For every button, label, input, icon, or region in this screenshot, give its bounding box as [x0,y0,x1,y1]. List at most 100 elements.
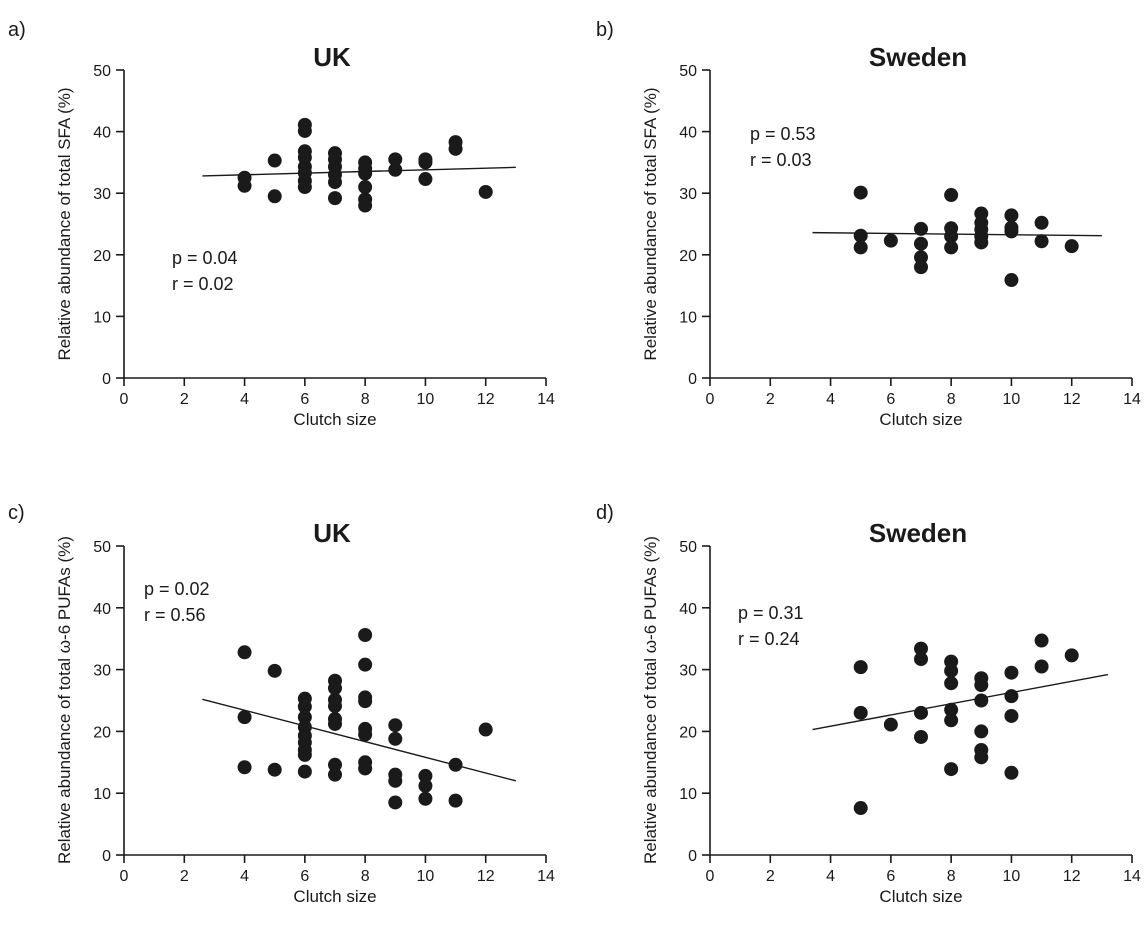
data-point [448,141,463,156]
data-point [237,178,252,193]
data-point [974,693,989,708]
y-tick-label: 20 [93,724,111,741]
data-point [388,795,403,810]
x-tick-label: 4 [826,868,835,885]
data-point [418,155,433,170]
panel-letter: b) [596,19,614,41]
data-point [478,722,493,737]
data-point [914,260,928,275]
x-tick-label: 4 [240,868,249,885]
data-point [328,757,342,772]
data-point [267,189,282,204]
x-tick-label: 12 [1063,868,1081,885]
data-point [358,198,373,213]
data-point [1004,224,1019,239]
data-point [237,645,252,660]
r-value-annotation: r = 0.02 [172,274,234,294]
p-value-annotation: p = 0.53 [750,124,816,144]
y-axis-label: Relative abundance of total ω-6 PUFAs (%… [641,536,660,864]
y-axis-label: Relative abundance of total SFA (%) [55,87,74,360]
data-point [418,768,433,783]
data-point [853,705,868,720]
data-point [853,240,868,255]
data-point [1034,659,1049,674]
data-point [1064,648,1079,663]
x-tick-label: 10 [1003,391,1021,408]
data-point [297,123,312,138]
panel-c: c) UK 0 10 20 30 40 50 0 2 4 6 8 10 12 14 Clutch size Rel… [8,502,555,906]
data-point [358,166,373,181]
data-point [944,676,959,691]
x-tick-label: 14 [1123,868,1141,885]
x-tick-label: 0 [120,391,129,408]
x-axis-label: Clutch size [879,887,962,906]
x-tick-label: 6 [886,868,895,885]
data-point [358,727,373,742]
data-point [1034,633,1049,648]
regression-line [202,698,517,782]
y-axis-label: Relative abundance of total ω-6 PUFAs (%… [55,536,74,864]
y-tick-label: 20 [93,248,111,265]
data-point [328,767,342,782]
x-tick-label: 10 [1003,868,1021,885]
data-point [358,694,373,709]
x-tick-label: 0 [706,391,715,408]
x-tick-label: 12 [477,391,495,408]
panel-title: UK [313,518,351,548]
data-point [1034,215,1049,230]
data-point [388,162,403,177]
data-point [914,250,928,265]
x-tick-label: 14 [537,868,555,885]
y-tick-label: 30 [93,663,111,680]
data-point [944,229,959,244]
y-tick-label: 50 [679,63,697,80]
data-point [944,663,959,678]
data-point [974,235,989,250]
y-tick-label: 10 [93,309,111,326]
y-tick-label: 40 [679,125,697,142]
data-point [914,641,928,656]
data-point [328,681,342,696]
data-point [297,699,312,714]
x-tick-label: 0 [706,868,715,885]
data-point [358,627,373,642]
panel-title: Sweden [869,518,967,548]
y-tick-label: 30 [93,186,111,203]
data-point [267,762,282,777]
y-tick-label: 0 [102,371,111,388]
data-point [853,801,868,816]
y-tick-label: 40 [93,601,111,618]
panel-letter: d) [596,502,614,524]
panel-title: UK [313,42,351,72]
data-point [1004,689,1019,704]
panel-a: a) UK 0 10 20 30 40 50 0 2 4 6 8 10 12 14 Clutch size Rel… [8,19,555,429]
y-tick-label: 10 [679,309,697,326]
data-point [944,188,959,203]
data-point [914,221,928,236]
r-value-annotation: r = 0.03 [750,150,812,170]
x-tick-label: 8 [947,868,956,885]
data-point [944,713,959,728]
data-point [853,660,868,675]
r-value-annotation: r = 0.24 [738,629,800,649]
data-point [1004,765,1019,780]
data-point [388,773,403,788]
data-point [328,699,342,714]
data-point [358,657,373,672]
data-point [914,729,928,744]
data-point [388,152,403,167]
data-point [297,710,312,725]
data-point [974,750,989,765]
y-tick-label: 0 [688,371,697,388]
data-point [328,716,342,731]
data-point [1004,273,1019,288]
y-tick-label: 40 [679,601,697,618]
panel-letter: a) [8,19,26,41]
y-tick-label: 0 [688,848,697,865]
data-point [478,184,493,199]
data-point [418,791,433,806]
data-point [883,233,898,248]
p-value-annotation: p = 0.02 [144,579,210,599]
data-point [1004,665,1019,680]
